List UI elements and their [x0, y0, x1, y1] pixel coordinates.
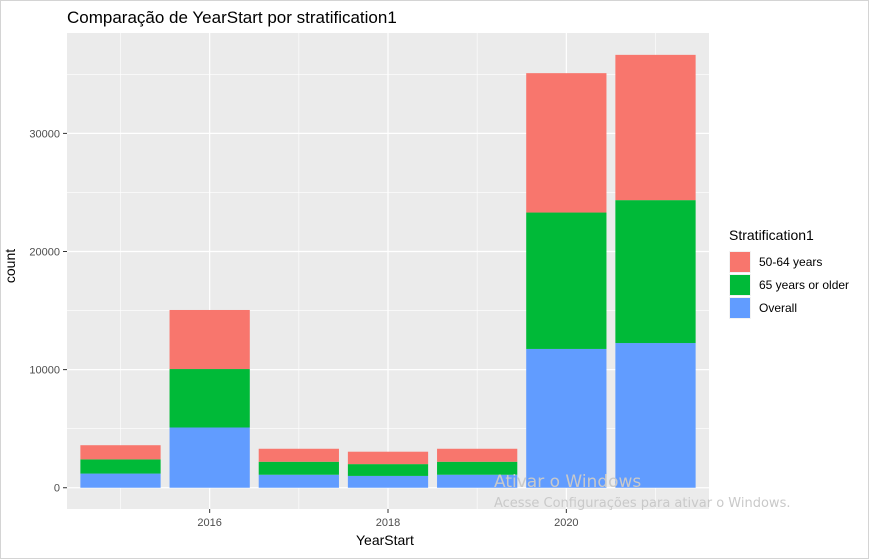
legend-items: 50-64 years 65 years or older Overall	[729, 250, 849, 319]
chart-title: Comparação de YearStart por stratificati…	[67, 8, 397, 27]
bar-segment-overall	[347, 475, 429, 488]
bar-segment-50-64-years	[615, 54, 696, 201]
x-axis-title: YearStart	[356, 532, 414, 548]
x-tick-label: 2018	[376, 517, 400, 529]
legend-title: Stratification1	[729, 227, 814, 243]
y-tick-label: 20000	[29, 247, 60, 259]
y-tick-label: 30000	[29, 128, 60, 140]
legend-item: 50-64 years	[729, 250, 849, 273]
watermark-line-1: Ativar o Windows	[494, 472, 642, 492]
legend-key	[729, 250, 751, 273]
bar-segment-50-64-years	[169, 309, 250, 370]
bar-segment-overall	[258, 474, 339, 488]
bar-segment-overall	[615, 343, 696, 488]
bar-segment-50-64-years	[258, 448, 339, 462]
bar-segment-65-years-or-older	[437, 461, 518, 475]
y-tick-label: 0	[54, 483, 60, 495]
legend-key	[729, 273, 751, 296]
legend-key	[729, 296, 751, 319]
bar-segment-65-years-or-older	[526, 212, 607, 349]
bar-segment-50-64-years	[437, 448, 518, 462]
y-axis-title: count	[2, 248, 18, 284]
bar-segment-overall	[80, 473, 161, 488]
bar-segment-50-64-years	[347, 451, 429, 465]
legend-label: 65 years or older	[759, 277, 850, 292]
bar-segment-65-years-or-older	[615, 200, 696, 344]
bar-segment-overall	[169, 427, 250, 488]
watermark-line-2: Acesse Configurações para ativar o Windo…	[494, 496, 791, 511]
bar-segment-50-64-years	[526, 73, 607, 213]
bar-segment-65-years-or-older	[169, 369, 250, 428]
legend: Stratification1 50-64 years 65 years or o…	[729, 227, 849, 319]
legend-label: Overall	[759, 300, 798, 315]
legend-label: 50-64 years	[759, 254, 823, 269]
bar-segment-65-years-or-older	[80, 459, 161, 474]
y-tick-label: 10000	[29, 365, 60, 377]
bar-segment-overall	[526, 348, 607, 488]
x-tick-label: 2020	[554, 517, 578, 529]
legend-item: 65 years or older	[729, 273, 849, 296]
legend-item: Overall	[729, 296, 849, 319]
bar-segment-65-years-or-older	[347, 464, 429, 476]
bar-segment-65-years-or-older	[258, 461, 339, 475]
x-tick-label: 2016	[197, 517, 221, 529]
bar-segment-50-64-years	[80, 445, 161, 460]
bar-segment-overall	[437, 474, 518, 488]
